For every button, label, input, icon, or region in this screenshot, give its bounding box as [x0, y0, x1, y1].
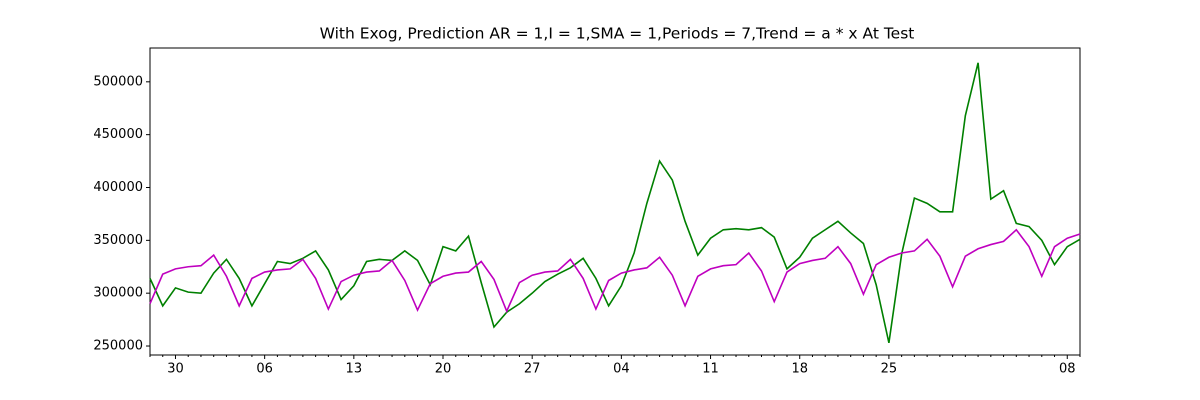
- y-tick-label: 400000: [93, 180, 143, 195]
- series-line: [149, 62, 1081, 344]
- x-tick-label: 11: [702, 362, 719, 377]
- x-tick-label: 20: [435, 362, 452, 377]
- y-tick-label: 250000: [93, 339, 143, 354]
- y-tick-label: 350000: [93, 233, 143, 248]
- y-tick-label: 300000: [93, 286, 143, 301]
- x-tick-label: 04: [613, 362, 630, 377]
- x-tick-label: 06: [256, 362, 273, 377]
- chart-title: With Exog, Prediction AR = 1,I = 1,SMA =…: [320, 25, 915, 43]
- y-tick-label: 500000: [93, 74, 143, 89]
- x-tick-label: 30: [167, 362, 184, 377]
- plot-frame: [149, 47, 1081, 356]
- x-tick-label: 18: [791, 362, 808, 377]
- x-tick-label: 25: [881, 362, 898, 377]
- y-tick-label: 450000: [93, 127, 143, 142]
- series-line: [149, 228, 1081, 314]
- x-tick-label: 27: [524, 362, 541, 377]
- x-tick-label: 13: [346, 362, 363, 377]
- x-tick-label: 08: [1059, 362, 1076, 377]
